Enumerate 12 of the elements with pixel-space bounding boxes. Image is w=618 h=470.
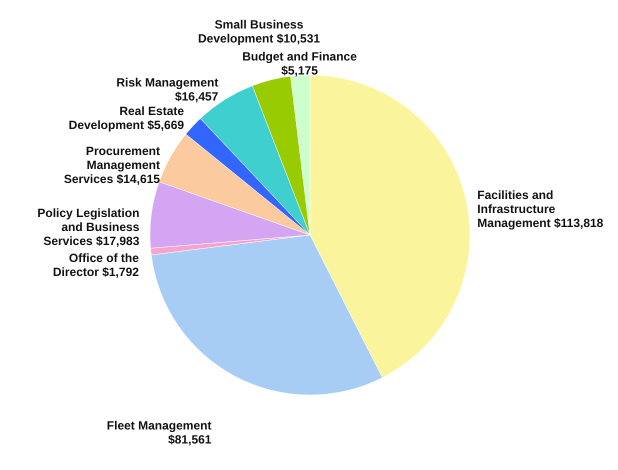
slice-label: Fleet Management (106, 418, 212, 432)
slice-label: Budget and Finance (242, 49, 358, 64)
slice-label: Real Estate Development $5,669 (68, 104, 184, 132)
slice-label: Policy Legislation and Business Services $17,983 (37, 206, 140, 248)
slice-label: Procurement Management Services $14,615 (64, 144, 160, 186)
data-label: $16,457 (174, 89, 219, 104)
data-label: $5,175 (281, 63, 318, 78)
slice-label: Small Business Development $10,531 (198, 17, 320, 46)
data-label: $81,561 (168, 432, 212, 446)
slice-label: Facilities and Infrastructure Management $113,818 (477, 188, 604, 230)
slice-label: Risk Management (116, 75, 218, 90)
slice-label: Office of the Director $1,792 (52, 250, 140, 279)
